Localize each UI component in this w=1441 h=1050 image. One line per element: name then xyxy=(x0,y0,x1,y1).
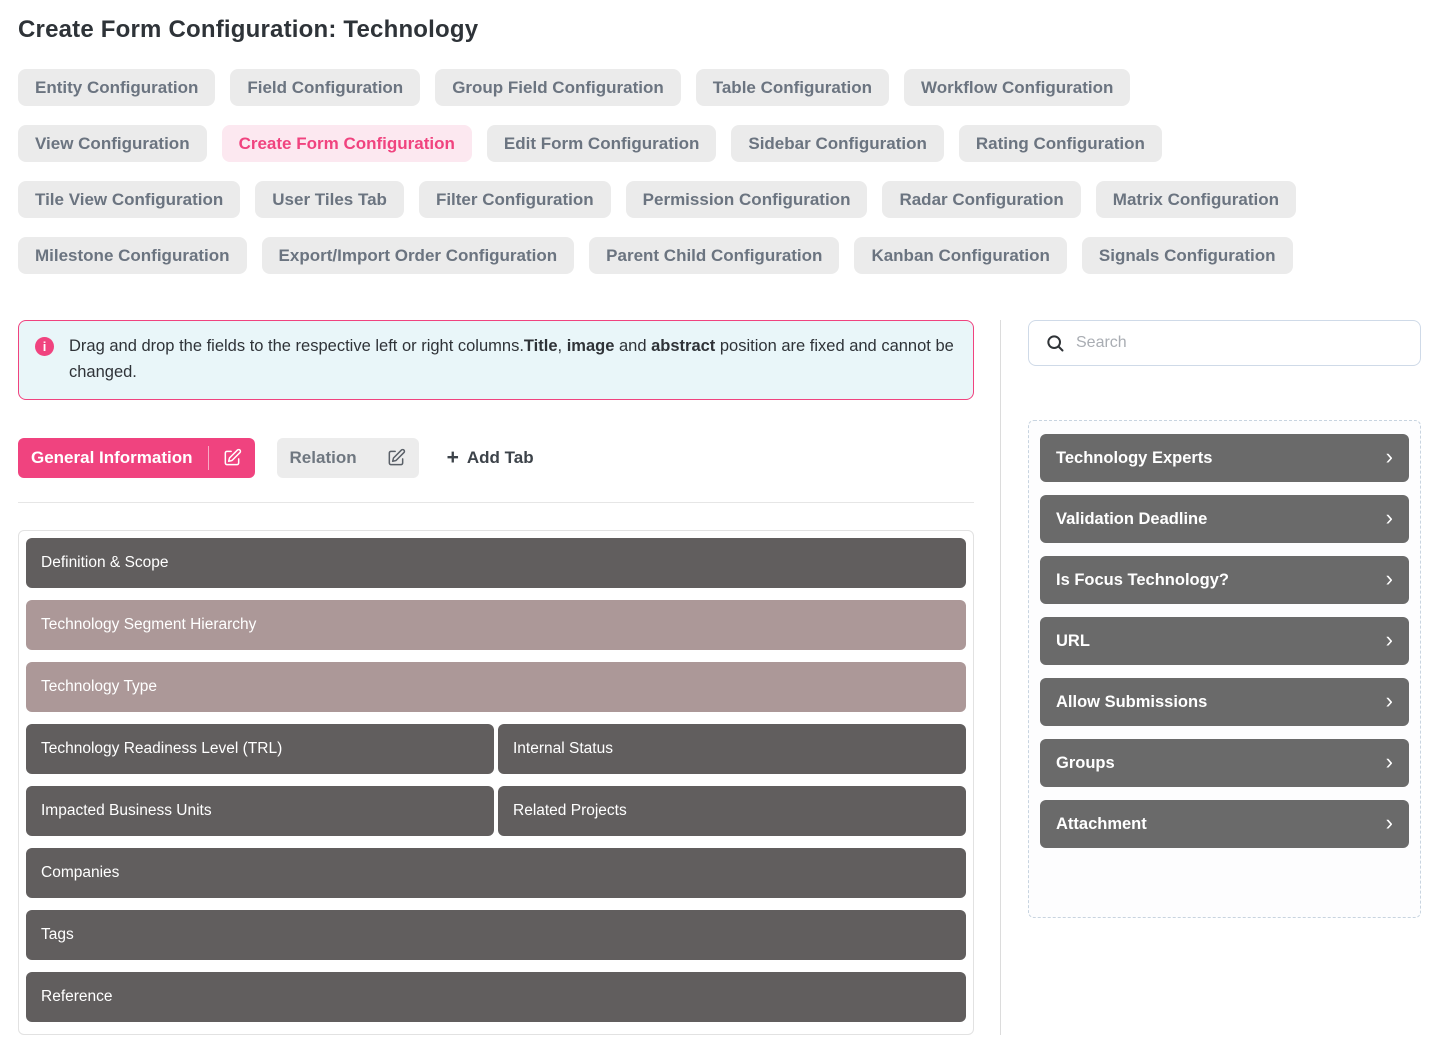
field-label: Related Projects xyxy=(513,802,627,819)
field-split-row: Technology Readiness Level (TRL) Interna… xyxy=(26,724,966,774)
nav-chip-radar-configuration[interactable]: Radar Configuration xyxy=(882,181,1081,218)
form-tabs: General Information Relation + Add Tab xyxy=(18,438,974,478)
field-label: Impacted Business Units xyxy=(41,802,212,819)
nav-chip-milestone-configuration[interactable]: Milestone Configuration xyxy=(18,237,247,274)
chevron-right-icon: › xyxy=(1385,565,1393,591)
available-fields-column: Technology Experts › Validation Deadline… xyxy=(1001,320,1441,1035)
tab-general-information-label: General Information xyxy=(31,448,193,467)
field-attachment[interactable]: Attachment › xyxy=(1040,800,1409,848)
field-label: Allow Submissions xyxy=(1056,692,1208,711)
field-label: Reference xyxy=(41,988,113,1005)
drag-field-technology-type[interactable]: Technology Type xyxy=(26,662,966,712)
drag-drop-info-alert: i Drag and drop the fields to the respec… xyxy=(18,320,974,400)
field-label: Validation Deadline xyxy=(1056,509,1208,528)
field-label: URL xyxy=(1056,631,1090,650)
field-groups[interactable]: Groups › xyxy=(1040,739,1409,787)
add-tab-button[interactable]: + Add Tab xyxy=(441,447,540,469)
chevron-right-icon: › xyxy=(1385,687,1393,713)
nav-chip-entity-configuration[interactable]: Entity Configuration xyxy=(18,69,216,106)
nav-chip-export-import-order-configuration[interactable]: Export/Import Order Configuration xyxy=(261,237,575,274)
page-title: Create Form Configuration: Technology xyxy=(18,16,479,43)
edit-icon[interactable] xyxy=(222,448,242,468)
nav-chip-edit-form-configuration[interactable]: Edit Form Configuration xyxy=(486,125,717,162)
field-label: Companies xyxy=(41,864,120,881)
nav-chip-matrix-configuration[interactable]: Matrix Configuration xyxy=(1095,181,1297,218)
chevron-right-icon: › xyxy=(1385,748,1393,774)
chevron-right-icon: › xyxy=(1385,809,1393,835)
field-label: Definition & Scope xyxy=(41,554,169,571)
add-tab-label: Add Tab xyxy=(466,448,534,467)
nav-row-2: View Configuration Create Form Configura… xyxy=(18,125,1441,162)
field-label: Attachment xyxy=(1056,814,1147,833)
nav-chip-field-configuration[interactable]: Field Configuration xyxy=(230,69,421,106)
nav-chip-create-form-configuration[interactable]: Create Form Configuration xyxy=(221,125,472,162)
field-label: Technology Experts xyxy=(1056,448,1213,467)
drag-field-impacted-business-units[interactable]: Impacted Business Units xyxy=(26,786,494,836)
field-label: Groups xyxy=(1056,753,1115,772)
available-fields-panel: Technology Experts › Validation Deadline… xyxy=(1028,420,1421,918)
nav-chip-filter-configuration[interactable]: Filter Configuration xyxy=(418,181,611,218)
nav-chip-permission-configuration[interactable]: Permission Configuration xyxy=(625,181,868,218)
nav-chip-parent-child-configuration[interactable]: Parent Child Configuration xyxy=(589,237,840,274)
nav-chip-sidebar-configuration[interactable]: Sidebar Configuration xyxy=(731,125,944,162)
nav-chip-rating-configuration[interactable]: Rating Configuration xyxy=(958,125,1162,162)
edit-icon[interactable] xyxy=(386,448,406,468)
field-label: Internal Status xyxy=(513,740,613,757)
nav-row-1: Entity Configuration Field Configuration… xyxy=(18,69,1441,106)
drag-field-companies[interactable]: Companies xyxy=(26,848,966,898)
field-technology-experts[interactable]: Technology Experts › xyxy=(1040,434,1409,482)
drag-field-internal-status[interactable]: Internal Status xyxy=(498,724,966,774)
plus-icon: + xyxy=(446,445,459,469)
form-layout-card: Definition & Scope Technology Segment Hi… xyxy=(18,530,974,1035)
chevron-right-icon: › xyxy=(1385,443,1393,469)
field-label: Technology Type xyxy=(41,678,158,695)
drag-field-related-projects[interactable]: Related Projects xyxy=(498,786,966,836)
tabs-divider xyxy=(18,502,974,503)
tab-relation[interactable]: Relation xyxy=(276,438,419,478)
field-label: Technology Readiness Level (TRL) xyxy=(41,740,283,757)
nav-chip-user-tiles-tab[interactable]: User Tiles Tab xyxy=(255,181,404,218)
info-icon: i xyxy=(35,337,54,356)
nav-chip-table-configuration[interactable]: Table Configuration xyxy=(695,69,890,106)
drag-field-tags[interactable]: Tags xyxy=(26,910,966,960)
field-is-focus-technology[interactable]: Is Focus Technology? › xyxy=(1040,556,1409,604)
content-area: i Drag and drop the fields to the respec… xyxy=(0,320,1441,1035)
drag-field-definition-scope[interactable]: Definition & Scope xyxy=(26,538,966,588)
nav-chip-tile-view-configuration[interactable]: Tile View Configuration xyxy=(18,181,241,218)
tab-general-information[interactable]: General Information xyxy=(18,438,255,478)
tab-relation-label: Relation xyxy=(289,448,357,467)
field-label: Is Focus Technology? xyxy=(1056,570,1229,589)
drag-field-technology-readiness-level[interactable]: Technology Readiness Level (TRL) xyxy=(26,724,494,774)
configuration-nav: Entity Configuration Field Configuration… xyxy=(18,69,1441,274)
nav-chip-group-field-configuration[interactable]: Group Field Configuration xyxy=(435,69,681,106)
search-input[interactable] xyxy=(1028,320,1421,366)
nav-chip-workflow-configuration[interactable]: Workflow Configuration xyxy=(904,69,1131,106)
field-validation-deadline[interactable]: Validation Deadline › xyxy=(1040,495,1409,543)
nav-row-4: Milestone Configuration Export/Import Or… xyxy=(18,237,1441,274)
field-search xyxy=(1028,320,1421,366)
field-url[interactable]: URL › xyxy=(1040,617,1409,665)
field-label: Technology Segment Hierarchy xyxy=(41,616,257,633)
field-label: Tags xyxy=(41,926,74,943)
nav-row-3: Tile View Configuration User Tiles Tab F… xyxy=(18,181,1441,218)
field-split-row: Impacted Business Units Related Projects xyxy=(26,786,966,836)
chevron-right-icon: › xyxy=(1385,626,1393,652)
nav-chip-kanban-configuration[interactable]: Kanban Configuration xyxy=(854,237,1067,274)
tab-divider xyxy=(372,446,373,470)
form-builder-column: i Drag and drop the fields to the respec… xyxy=(0,320,1001,1035)
chevron-right-icon: › xyxy=(1385,504,1393,530)
nav-chip-signals-configuration[interactable]: Signals Configuration xyxy=(1081,237,1293,274)
alert-text: Drag and drop the fields to the respecti… xyxy=(69,337,954,381)
tab-divider xyxy=(207,446,209,470)
nav-chip-view-configuration[interactable]: View Configuration xyxy=(18,125,207,162)
drag-field-reference[interactable]: Reference xyxy=(26,972,966,1022)
drag-field-technology-segment-hierarchy[interactable]: Technology Segment Hierarchy xyxy=(26,600,966,650)
field-allow-submissions[interactable]: Allow Submissions › xyxy=(1040,678,1409,726)
